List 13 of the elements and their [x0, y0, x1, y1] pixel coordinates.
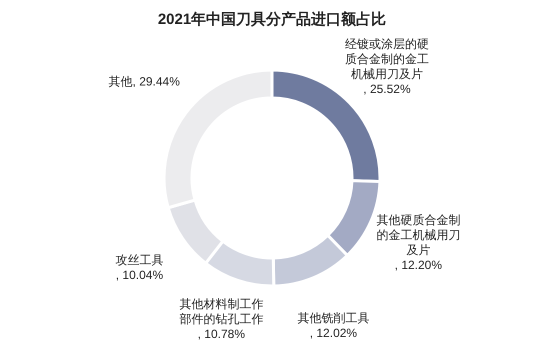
slice-label: 其他 — [108, 74, 133, 89]
slice-label: 经镀或涂层的硬质合金制的金工机械用刀及片 — [344, 37, 429, 82]
data-label: , 29.44% — [132, 74, 180, 89]
data-label: , 10.04% — [116, 268, 164, 282]
data-label: , 10.78% — [198, 327, 246, 341]
chart-title: 2021年中国刀具分产品进口额占比 — [158, 10, 386, 28]
slice-label: 其他铣削工具 — [297, 311, 370, 326]
data-label: , 12.20% — [394, 258, 442, 272]
data-label: , 25.52% — [363, 82, 411, 96]
slice-label: 攻丝工具 — [115, 253, 164, 268]
data-label: , 12.02% — [310, 326, 358, 340]
slice-label: 其他硬质合金制的金工机械用刀及片 — [376, 213, 460, 258]
slice-label: 其他材料制工作部件的钻孔工作 — [179, 297, 264, 326]
